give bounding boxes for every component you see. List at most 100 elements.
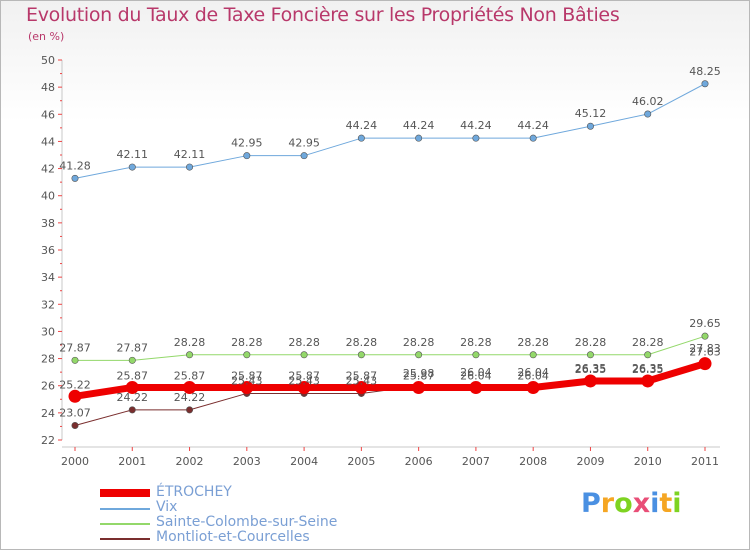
data-point-1 [529, 134, 537, 142]
data-label-0: 27.63 [689, 346, 721, 359]
x-tick-label: 2005 [347, 455, 375, 468]
data-label-2: 28.28 [288, 336, 320, 349]
y-tick-label: 50 [41, 54, 55, 67]
data-point-1 [300, 152, 308, 160]
data-point-0 [183, 380, 197, 394]
data-point-2 [586, 351, 594, 359]
data-label-1: 44.24 [346, 119, 378, 132]
data-label-0: 25.87 [288, 369, 320, 382]
data-point-2 [243, 351, 251, 359]
legend-item-vix: Vix [100, 499, 400, 517]
data-point-0 [297, 380, 311, 394]
data-label-3: 23.07 [59, 406, 91, 419]
legend-swatch-etrochey [100, 489, 150, 497]
data-point-2 [186, 351, 194, 359]
data-point-2 [128, 356, 136, 364]
data-point-1 [128, 163, 136, 171]
data-point-2 [472, 351, 480, 359]
x-tick-label: 2009 [576, 455, 604, 468]
data-point-0 [68, 389, 82, 403]
data-point-0 [641, 374, 655, 388]
chart-title: Evolution du Taux de Taxe Foncière sur l… [26, 4, 620, 26]
data-label-3: 24.22 [117, 391, 149, 404]
data-label-3: 25.43 [231, 374, 263, 387]
data-label-1: 42.95 [231, 137, 263, 150]
legend-item-sainte-colombe: Sainte-Colombe-sur-Seine [100, 514, 400, 532]
series-line-2 [74, 335, 706, 361]
legend-label-vix: Vix [156, 499, 178, 515]
data-point-3 [186, 406, 194, 414]
data-label-2: 28.28 [632, 336, 664, 349]
x-tick-label: 2000 [61, 455, 89, 468]
data-label-1: 44.24 [460, 119, 492, 132]
legend-label-sainte-colombe: Sainte-Colombe-sur-Seine [156, 514, 338, 530]
data-point-1 [644, 110, 652, 118]
y-tick-label: 38 [41, 217, 55, 230]
chart-subtitle: (en %) [28, 30, 65, 43]
data-point-0 [240, 380, 254, 394]
data-label-0: 25.87 [231, 369, 263, 382]
data-label-2: 29.65 [689, 317, 721, 330]
data-label-1: 41.28 [59, 159, 91, 172]
x-tick-label: 2011 [691, 455, 719, 468]
data-label-2: 28.28 [517, 336, 549, 349]
data-label-0: 25.87 [403, 369, 435, 382]
data-point-3 [71, 421, 79, 429]
data-point-1 [186, 163, 194, 171]
legend: ÉTROCHEY Vix Sainte-Colombe-sur-Seine Mo… [100, 484, 400, 547]
data-label-2: 28.28 [575, 336, 607, 349]
data-point-3 [128, 406, 136, 414]
data-point-0 [526, 380, 540, 394]
y-tick-label: 22 [41, 434, 55, 447]
data-label-0: 26.04 [517, 369, 549, 382]
legend-label-montliot: Montliot-et-Courcelles [156, 529, 310, 545]
series-line-3 [74, 360, 706, 426]
data-label-3: 26.04 [517, 366, 549, 379]
data-point-1 [243, 152, 251, 160]
y-tick-label: 36 [41, 244, 55, 257]
data-point-0 [469, 380, 483, 394]
y-tick-label: 26 [41, 380, 55, 393]
data-label-3: 24.22 [174, 391, 206, 404]
legend-swatch-montliot [100, 538, 150, 540]
data-label-3: 26.35 [575, 362, 607, 375]
data-point-2 [300, 351, 308, 359]
data-label-2: 28.28 [460, 336, 492, 349]
data-label-1: 42.11 [117, 148, 149, 161]
data-point-2 [357, 351, 365, 359]
y-tick-label: 28 [41, 353, 55, 366]
data-label-1: 42.95 [288, 137, 320, 150]
data-point-2 [644, 351, 652, 359]
data-label-0: 25.87 [174, 369, 206, 382]
proxiti-logo: Proxiti [581, 488, 682, 519]
y-tick-label: 44 [41, 135, 55, 148]
data-label-1: 45.12 [575, 107, 607, 120]
data-point-0 [698, 357, 712, 371]
x-tick-label: 2008 [519, 455, 547, 468]
legend-item-montliot: Montliot-et-Courcelles [100, 529, 400, 547]
data-point-0 [125, 380, 139, 394]
data-label-3: 25.43 [346, 374, 378, 387]
data-label-3: 26.35 [632, 362, 664, 375]
legend-swatch-sainte-colombe [100, 523, 150, 525]
x-tick-label: 2001 [118, 455, 146, 468]
data-label-3: 25.98 [403, 367, 435, 380]
series-line-0 [71, 360, 709, 400]
data-label-3: 27.83 [689, 342, 721, 355]
data-label-2: 27.87 [117, 341, 149, 354]
series-line-1 [74, 83, 706, 179]
x-tick-label: 2002 [176, 455, 204, 468]
data-point-2 [415, 351, 423, 359]
y-tick-label: 32 [41, 298, 55, 311]
data-point-2 [701, 332, 709, 340]
data-label-2: 28.28 [174, 336, 206, 349]
data-point-2 [529, 351, 537, 359]
data-label-0: 26.04 [460, 369, 492, 382]
data-label-1: 42.11 [174, 148, 206, 161]
y-tick-label: 34 [41, 271, 55, 284]
data-label-3: 25.43 [288, 374, 320, 387]
x-tick-label: 2006 [405, 455, 433, 468]
data-label-2: 28.28 [403, 336, 435, 349]
legend-label-etrochey: ÉTROCHEY [156, 484, 232, 500]
